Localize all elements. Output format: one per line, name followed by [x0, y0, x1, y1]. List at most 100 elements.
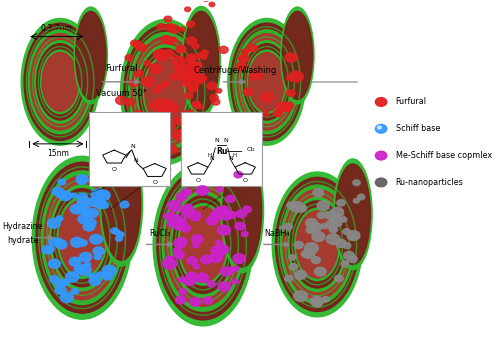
Circle shape	[195, 132, 201, 137]
Circle shape	[294, 270, 306, 279]
Circle shape	[168, 220, 176, 227]
Circle shape	[330, 226, 338, 233]
Circle shape	[89, 273, 98, 280]
Text: 0.3-2μm: 0.3-2μm	[41, 24, 73, 33]
Circle shape	[230, 267, 236, 272]
Circle shape	[56, 240, 67, 249]
Circle shape	[96, 272, 103, 277]
Circle shape	[296, 204, 306, 212]
Circle shape	[242, 232, 248, 237]
Circle shape	[155, 51, 168, 61]
Circle shape	[162, 145, 174, 155]
Circle shape	[340, 217, 347, 222]
Ellipse shape	[36, 44, 84, 120]
Ellipse shape	[28, 30, 92, 134]
Circle shape	[347, 231, 360, 241]
Ellipse shape	[102, 147, 141, 260]
Ellipse shape	[120, 20, 211, 164]
Circle shape	[210, 94, 218, 101]
Circle shape	[296, 274, 302, 279]
Circle shape	[80, 252, 92, 262]
Circle shape	[196, 273, 208, 282]
Circle shape	[186, 37, 196, 45]
Ellipse shape	[40, 50, 80, 114]
Circle shape	[337, 200, 345, 206]
Ellipse shape	[57, 197, 107, 279]
Circle shape	[108, 178, 118, 186]
Circle shape	[144, 117, 158, 127]
Circle shape	[218, 282, 230, 291]
Circle shape	[274, 110, 282, 117]
Circle shape	[176, 220, 185, 227]
Circle shape	[48, 259, 60, 268]
Circle shape	[220, 206, 230, 214]
Circle shape	[42, 245, 54, 254]
Circle shape	[310, 296, 323, 306]
Ellipse shape	[143, 56, 188, 128]
Text: O: O	[112, 167, 116, 172]
Ellipse shape	[153, 163, 253, 326]
Text: H: H	[232, 153, 236, 158]
Circle shape	[76, 175, 88, 184]
Circle shape	[164, 50, 174, 58]
Circle shape	[125, 98, 134, 106]
Circle shape	[166, 106, 173, 113]
Circle shape	[322, 296, 330, 302]
Circle shape	[182, 111, 188, 116]
Circle shape	[294, 241, 303, 248]
Circle shape	[102, 272, 113, 280]
Circle shape	[174, 238, 187, 248]
Circle shape	[164, 213, 174, 220]
Circle shape	[196, 104, 202, 109]
Circle shape	[376, 124, 387, 133]
Circle shape	[176, 46, 186, 53]
Ellipse shape	[276, 177, 359, 312]
Circle shape	[156, 99, 164, 105]
Circle shape	[95, 200, 106, 209]
Circle shape	[326, 221, 337, 229]
Circle shape	[200, 54, 206, 59]
Circle shape	[219, 46, 228, 53]
Circle shape	[236, 63, 246, 71]
Circle shape	[250, 71, 262, 80]
Ellipse shape	[32, 156, 132, 319]
Circle shape	[86, 209, 99, 218]
Circle shape	[162, 166, 170, 173]
Circle shape	[248, 45, 258, 52]
Circle shape	[191, 135, 198, 140]
Circle shape	[168, 201, 181, 211]
Circle shape	[184, 70, 198, 81]
Text: Ru-nanoparticles: Ru-nanoparticles	[396, 178, 464, 187]
Circle shape	[142, 77, 154, 87]
Circle shape	[137, 44, 146, 51]
Circle shape	[161, 35, 172, 44]
Ellipse shape	[221, 148, 264, 273]
Circle shape	[74, 258, 80, 263]
Circle shape	[213, 207, 226, 217]
Circle shape	[70, 204, 83, 214]
Circle shape	[172, 56, 185, 66]
Circle shape	[116, 168, 123, 173]
Circle shape	[142, 154, 147, 159]
Circle shape	[66, 272, 79, 282]
Ellipse shape	[282, 11, 312, 99]
Circle shape	[175, 217, 186, 226]
Circle shape	[193, 264, 200, 269]
Circle shape	[77, 265, 92, 275]
Circle shape	[176, 296, 186, 304]
Circle shape	[182, 80, 190, 86]
Circle shape	[174, 222, 184, 230]
Text: Furfural: Furfural	[106, 65, 138, 73]
Circle shape	[173, 117, 182, 125]
Circle shape	[188, 257, 197, 264]
Circle shape	[217, 187, 223, 192]
Circle shape	[190, 69, 200, 76]
Text: N: N	[224, 138, 228, 143]
Ellipse shape	[145, 58, 186, 125]
Ellipse shape	[235, 30, 298, 134]
Circle shape	[203, 297, 212, 304]
Circle shape	[353, 180, 360, 186]
Circle shape	[70, 193, 77, 198]
Circle shape	[325, 212, 335, 219]
Text: N: N	[229, 155, 234, 161]
